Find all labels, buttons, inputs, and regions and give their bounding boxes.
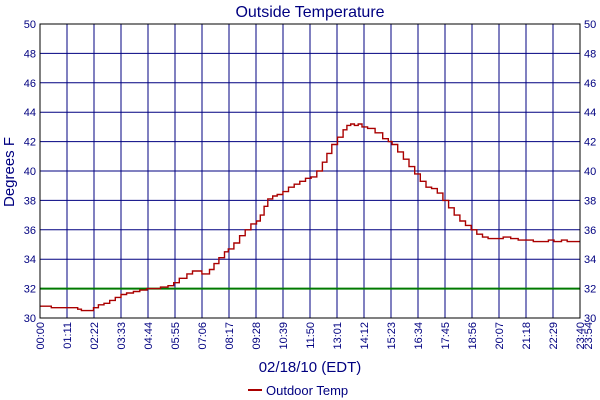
legend: Outdoor Temp: [248, 383, 348, 398]
x-tick-label: 15:23: [386, 322, 398, 350]
y-tick-label-right: 30: [584, 313, 596, 325]
plot-frame: [39, 23, 581, 319]
y-tick-label-left: 40: [24, 166, 36, 178]
x-tick-label: 14:12: [359, 322, 371, 350]
y-tick-label-left: 32: [24, 284, 36, 296]
y-tick-label-right: 46: [584, 78, 596, 90]
y-tick-label-right: 42: [584, 137, 596, 149]
y-tick-label-left: 38: [24, 195, 36, 207]
y-tick-label-right: 40: [584, 166, 596, 178]
y-tick-label-left: 46: [24, 78, 36, 90]
y-tick-labels-right: 30 32 34 36 38 40 42 44 46 48 50: [584, 19, 596, 325]
grid-layer: [39, 23, 581, 319]
y-tick-label-left: 44: [24, 107, 36, 119]
y-tick-label-left: 50: [24, 19, 36, 31]
y-tick-label-left: 34: [24, 254, 36, 266]
x-tick-label: 22:29: [548, 322, 560, 350]
y-tick-label-left: 36: [24, 225, 36, 237]
x-tick-label: 05:55: [170, 322, 182, 350]
y-tick-label-right: 36: [584, 225, 596, 237]
y-tick-label-left: 42: [24, 137, 36, 149]
x-tick-label: 23:54: [583, 322, 595, 350]
x-tick-label: 02:22: [89, 322, 101, 350]
x-tick-label: 13:01: [332, 322, 344, 350]
chart-title: Outside Temperature: [235, 4, 384, 21]
x-tick-label: 18:56: [467, 322, 479, 350]
y-tick-label-right: 44: [584, 107, 596, 119]
x-tick-label: 07:06: [197, 322, 209, 350]
x-axis-label: 02/18/10 (EDT): [259, 359, 362, 376]
x-tick-label: 20:07: [494, 322, 506, 350]
series-line-outdoor-temp: [40, 123, 580, 312]
y-axis-label: Degrees F: [1, 137, 18, 207]
y-tick-label-right: 48: [584, 48, 596, 60]
x-tick-label: 23:40: [575, 322, 587, 350]
x-tick-label: 21:18: [521, 322, 533, 350]
x-tick-label: 09:28: [251, 322, 263, 350]
x-tick-label: 10:39: [278, 322, 290, 350]
x-tick-label: 00:00: [35, 322, 47, 350]
series-layer: [40, 123, 580, 312]
y-tick-label-right: 34: [584, 254, 596, 266]
x-tick-label: 08:17: [224, 322, 236, 350]
x-tick-label: 11:50: [305, 322, 317, 349]
x-tick-label: 03:33: [116, 322, 128, 350]
x-tick-label: 16:34: [413, 322, 425, 350]
x-tick-label: 04:44: [143, 322, 155, 350]
y-tick-labels-left: 30 32 34 36 38 40 42 44 46 48 50: [24, 19, 36, 325]
legend-label-outdoor-temp: Outdoor Temp: [266, 383, 348, 398]
x-tick-labels: 00:00 01:11 02:22 03:33 04:44 05:55 07:06 08:17…: [35, 322, 595, 350]
y-tick-label-right: 32: [584, 284, 596, 296]
x-tick-label: 17:45: [440, 322, 452, 350]
x-tick-label: 01:11: [62, 322, 74, 349]
y-tick-label-right: 38: [584, 195, 596, 207]
y-tick-label-right: 50: [584, 19, 596, 31]
y-tick-label-left: 48: [24, 48, 36, 60]
y-tick-label-left: 30: [24, 313, 36, 325]
